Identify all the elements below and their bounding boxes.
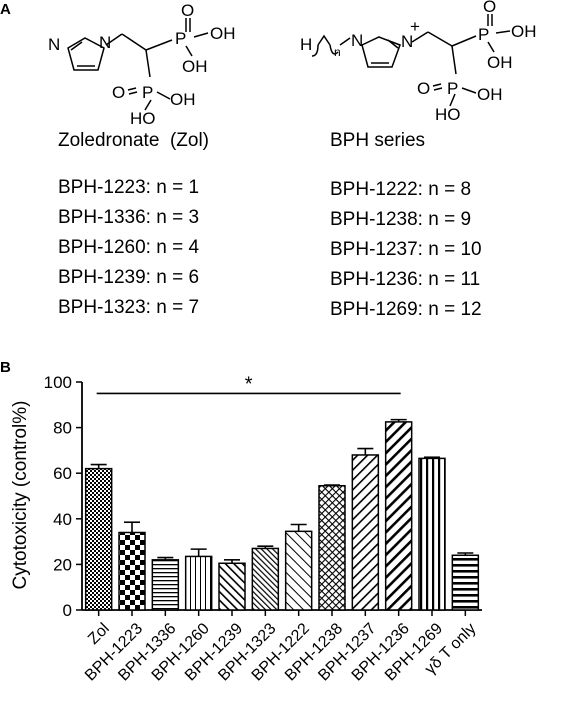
series-item: BPH-1336: n = 3 [58, 207, 199, 228]
bar-bph-1323 [251, 547, 280, 611]
bar-bph-1223 [118, 531, 146, 611]
bar-bph-1238 [318, 484, 346, 611]
series-item: BPH-1236: n = 11 [330, 269, 480, 290]
significance-marker: * [245, 373, 253, 395]
bph-atoms: H n N N + O P OH OH O P HO OH [300, 0, 537, 124]
series-list-right: BPH-1222: n = 8 BPH-1238: n = 9 BPH-1237: … [330, 179, 482, 320]
bar-bph-1269 [418, 457, 446, 611]
series-item: BPH-1222: n = 8 [330, 179, 471, 200]
atom-label: OH [182, 57, 208, 76]
bar-chart: 020406080100ZolBPH-1223BPH-1336BPH-1260B… [44, 373, 482, 684]
atom-label: P [142, 83, 153, 102]
atom-label: OH [487, 53, 513, 72]
atom-label: + [410, 17, 420, 36]
atom-label: OH [210, 24, 236, 43]
atom-label: O [483, 0, 496, 16]
atom-label: n [334, 45, 341, 59]
structure-caption-zol: Zoledronate (Zol) [58, 130, 209, 151]
zoledronate-structure [67, 18, 209, 111]
atom-label: O [417, 79, 430, 98]
bar-bph-1222 [284, 530, 313, 611]
series-item: BPH-1223: n = 1 [58, 177, 199, 198]
bph-structure [311, 14, 511, 107]
atom-label: P [447, 79, 458, 98]
series-item: BPH-1237: n = 10 [330, 239, 482, 260]
y-tick-label: 60 [53, 464, 72, 483]
series-item: BPH-1260: n = 4 [58, 237, 199, 258]
y-tick-label: 0 [63, 601, 72, 620]
structure-caption-bph: BPH series [330, 130, 425, 151]
atom-label: N [99, 33, 111, 52]
atom-label: H [300, 35, 312, 54]
atom-label: N [48, 35, 60, 54]
bar-zol [84, 467, 113, 611]
atom-label: O [181, 1, 194, 20]
series-item: BPH-1269: n = 12 [330, 299, 482, 320]
series-item: BPH-1323: n = 7 [58, 297, 199, 318]
series-item: BPH-1238: n = 9 [330, 209, 471, 230]
panel-label-a: A [0, 1, 11, 18]
atom-label: OH [170, 90, 196, 109]
bar-bph-1239 [218, 562, 246, 611]
atom-label: OH [477, 85, 503, 104]
bar-bph-1236 [384, 421, 413, 611]
y-tick-label: 100 [44, 373, 72, 392]
atom-label: O [112, 83, 125, 102]
bar--t-only [451, 554, 480, 611]
y-axis-title: Cytotoxicity (control%) [10, 401, 31, 590]
atom-label: OH [511, 22, 537, 41]
x-tick-label: Zol [85, 620, 113, 648]
bar-bph-1260 [184, 555, 213, 611]
atom-label: P [478, 25, 489, 44]
y-tick-label: 80 [53, 419, 72, 438]
atom-label: P [175, 29, 186, 48]
atom-label: HO [435, 105, 461, 124]
bar-bph-1336 [151, 559, 180, 611]
y-tick-label: 40 [53, 510, 72, 529]
atom-label: N [401, 32, 413, 51]
y-tick-label: 20 [53, 555, 72, 574]
panel-label-b: B [0, 359, 11, 376]
series-item: BPH-1239: n = 6 [58, 267, 199, 288]
atom-label: HO [130, 109, 156, 128]
zoledronate-atoms: N N O P OH OH O P HO OH [48, 1, 236, 128]
atom-label: N [351, 31, 363, 50]
bar-bph-1237 [351, 454, 380, 611]
series-list-left: BPH-1223: n = 1 BPH-1336: n = 3 BPH-1260: … [58, 177, 199, 318]
